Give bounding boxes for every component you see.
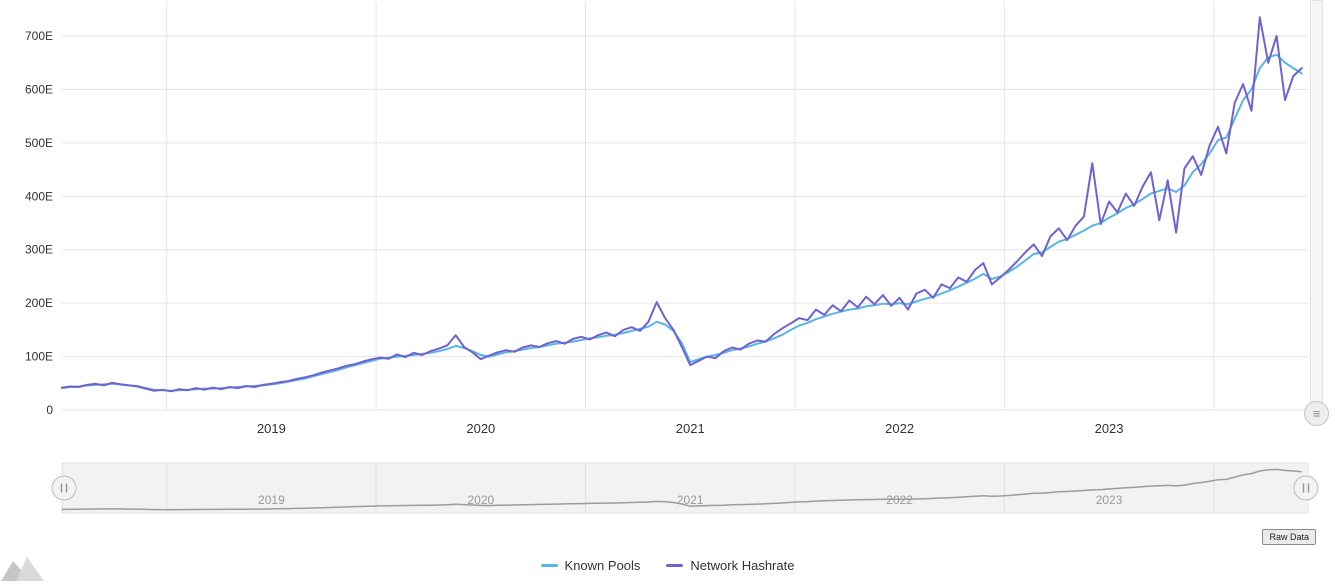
grip-lines-icon: ≡ [1312, 406, 1321, 421]
navigator[interactable]: 2019 2020 2021 2022 2023 [0, 460, 1335, 518]
navigator-series-line [61, 468, 1302, 511]
navigator-tick-label: 2021 [677, 493, 704, 507]
y-axis-scrollbar-track[interactable] [1310, 0, 1323, 418]
navigator-tick-label: 2023 [1096, 493, 1123, 507]
x-axis-tick-label: 2019 [257, 421, 286, 436]
network-hashrate-line[interactable] [61, 16, 1303, 393]
y-axis-tick-label: 700E [25, 29, 53, 43]
navigator-right-handle[interactable] [1293, 475, 1319, 501]
known-pools-swatch-icon [540, 564, 558, 567]
legend-item-known-pools[interactable]: Known Pools [540, 558, 641, 573]
y-axis-tick-label: 100E [25, 350, 53, 364]
x-axis-tick-label: 2020 [466, 421, 495, 436]
y-axis-tick-label: 300E [25, 243, 53, 257]
y-axis-tick-label: 600E [25, 82, 53, 96]
legend-label-known-pools: Known Pools [564, 558, 641, 573]
y-axis-tick-label: 200E [25, 296, 53, 310]
legend-label-network-hashrate: Network Hashrate [690, 558, 795, 573]
raw-data-button[interactable]: Raw Data [1262, 529, 1316, 545]
x-axis-tick-label: 2022 [885, 421, 914, 436]
x-axis-tick-label: 2021 [676, 421, 705, 436]
network-hashrate-swatch-icon [666, 564, 684, 567]
navigator-tick-label: 2019 [258, 493, 285, 507]
navigator-left-handle[interactable] [51, 475, 77, 501]
y-axis-tick-label: 400E [25, 189, 53, 203]
y-axis-tick-label: 0 [46, 403, 53, 417]
main-chart-plot-area[interactable]: 0 100E 200E 300E 400E 500E 600E 700E 2019 2020 202… [0, 0, 1335, 446]
known-pools-line[interactable] [61, 53, 1303, 392]
chart-legend: Known Pools Network Hashrate [0, 558, 1335, 573]
legend-item-network-hashrate[interactable]: Network Hashrate [666, 558, 794, 573]
y-axis-scrollbar-handle[interactable]: ≡ [1304, 401, 1329, 426]
navigator-tick-label: 2022 [886, 493, 913, 507]
logo-mountains-icon [1, 557, 44, 581]
y-axis-tick-label: 500E [25, 136, 53, 150]
navigator-tick-label: 2020 [467, 493, 494, 507]
x-axis-tick-label: 2023 [1095, 421, 1124, 436]
